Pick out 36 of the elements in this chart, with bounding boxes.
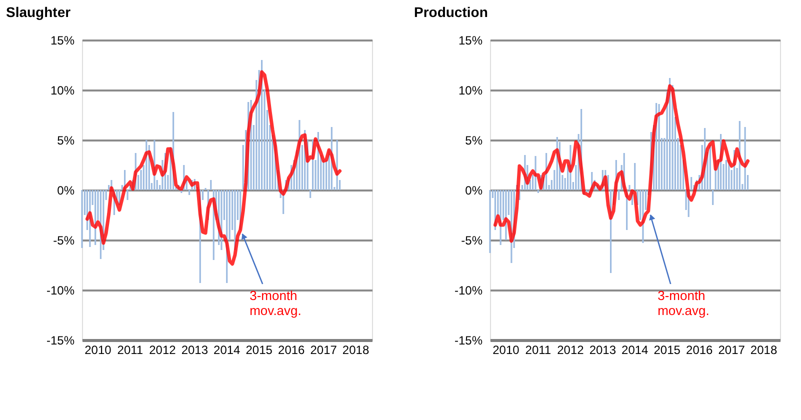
x-tick-label: 2014 [214,343,241,357]
x-tick-label: 2017 [718,343,746,357]
x-tick-label: 2013 [589,343,616,357]
y-tick-label: 15% [50,34,75,48]
x-tick-label: 2010 [492,343,520,357]
x-tick-label: 2018 [750,343,778,357]
y-tick-label: -5% [53,234,75,248]
y-tick-label: 0% [465,184,483,198]
x-tick-label: 2014 [622,343,649,357]
y-tick-label: -10% [46,284,75,298]
y-tick-label: -15% [46,334,75,348]
x-tick-label: 2018 [342,343,370,357]
y-tick-label: 5% [465,134,483,148]
x-tick-label: 2016 [686,343,714,357]
x-tick-label: 2017 [310,343,338,357]
x-tick-label: 2012 [149,343,176,357]
annotation: 3-month mov.avg. [250,288,302,318]
x-tick-label: 2011 [117,343,144,357]
y-tick-label: 10% [50,84,75,98]
x-tick-label: 2015 [654,343,681,357]
y-tick-label: -5% [461,234,483,248]
y-tick-label: -15% [454,334,483,348]
y-tick-label: -10% [454,284,483,298]
x-tick-label: 2011 [525,343,552,357]
x-tick-label: 2016 [278,343,306,357]
x-tick-label: 2012 [557,343,584,357]
x-tick-label: 2010 [84,343,112,357]
chart-title: Production [414,4,488,20]
y-tick-label: 5% [57,134,75,148]
y-tick-label: 0% [57,184,75,198]
y-tick-label: 15% [458,34,483,48]
chart-title: Slaughter [6,4,72,20]
x-tick-label: 2013 [181,343,208,357]
annotation: 3-month mov.avg. [658,288,710,318]
y-tick-label: 10% [458,84,483,98]
x-tick-label: 2015 [246,343,273,357]
